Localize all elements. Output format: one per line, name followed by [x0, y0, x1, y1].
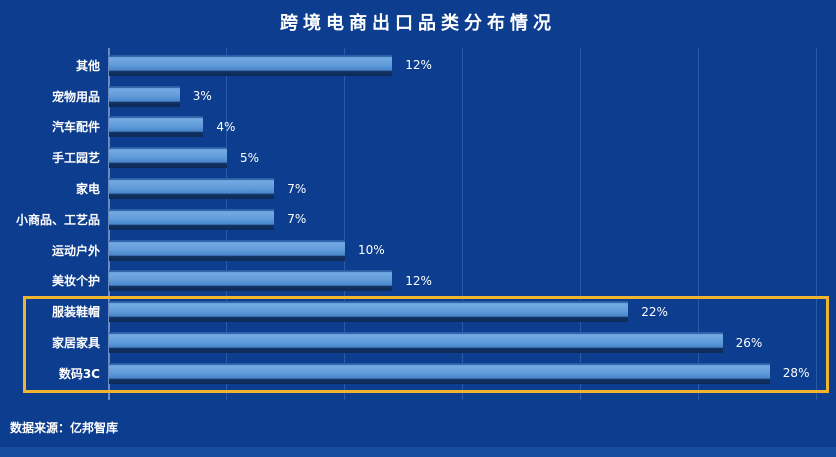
value-label: 7%: [287, 181, 307, 196]
source-note: 数据来源：亿邦智库: [10, 421, 119, 435]
value-label: 7%: [287, 212, 307, 227]
bar: [109, 301, 629, 323]
value-label: 3%: [192, 89, 212, 104]
value-label: 26%: [735, 335, 763, 350]
bar-rows: 其他 12% 宠物用品 3% 汽车配件 4% 手工园艺 5% 家电 7% 小商品…: [0, 50, 836, 389]
category-label: 宠物用品: [51, 89, 100, 104]
chart-row: 汽车配件 4%: [0, 112, 836, 143]
gridline-10: [344, 48, 345, 400]
category-label: 手工园艺: [51, 151, 100, 166]
bar: [109, 239, 345, 261]
value-label: 4%: [216, 119, 236, 134]
category-label: 服装鞋帽: [51, 305, 100, 320]
bar: [109, 147, 227, 169]
chart-row: 小商品、工艺品 7%: [0, 204, 836, 235]
category-label: 小商品、工艺品: [15, 212, 100, 227]
chart-row: 服装鞋帽 22%: [0, 296, 836, 327]
category-label: 家居家具: [51, 336, 100, 351]
bar: [109, 116, 204, 138]
bar: [109, 332, 723, 354]
value-label: 28%: [782, 366, 810, 381]
bar: [109, 54, 393, 76]
chart-row: 数码3C 28%: [0, 358, 836, 389]
chart-row: 其他 12%: [0, 50, 836, 81]
category-label: 运动户外: [51, 243, 100, 258]
value-label: 22%: [641, 304, 668, 319]
category-label: 汽车配件: [51, 120, 100, 135]
footer-strip: [0, 447, 836, 457]
value-label: 5%: [240, 150, 260, 165]
chart-title: 跨境电商出口品类分布情况: [280, 13, 556, 34]
bar: [109, 362, 770, 384]
bar: [109, 270, 393, 292]
chart-row: 手工园艺 5%: [0, 142, 836, 173]
gridline-25: [698, 48, 699, 400]
value-label: 10%: [358, 243, 385, 258]
bar: [109, 85, 180, 107]
gridline-30: [816, 48, 817, 400]
value-label: 12%: [405, 58, 432, 73]
bar: [109, 178, 275, 200]
chart-row: 家居家具 26%: [0, 327, 836, 358]
category-label: 家电: [75, 182, 100, 197]
chart-row: 宠物用品 3%: [0, 81, 836, 112]
category-label: 数码3C: [58, 366, 100, 381]
chart-row: 运动户外 10%: [0, 235, 836, 266]
chart-row: 家电 7%: [0, 173, 836, 204]
gridline-15: [462, 48, 463, 400]
value-label: 12%: [405, 273, 432, 288]
category-label: 美妆个护: [51, 274, 100, 289]
chart-row: 美妆个护 12%: [0, 266, 836, 297]
category-label: 其他: [75, 58, 100, 73]
gridline-20: [580, 48, 581, 400]
bar: [109, 208, 275, 230]
